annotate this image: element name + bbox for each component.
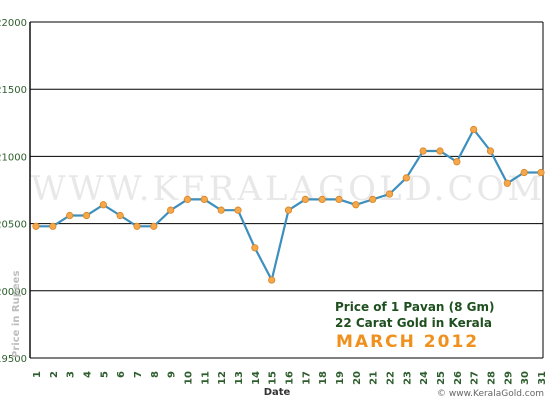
watermark: WWW.KERALAGOLD.COM [31, 169, 545, 209]
info-subtitle: 22 Carat Gold in Kerala [335, 316, 492, 330]
x-tick-5: 5 [99, 371, 110, 378]
x-tick-9: 9 [167, 371, 178, 378]
x-tick-7: 7 [133, 371, 144, 378]
x-tick-12: 12 [217, 371, 228, 385]
x-tick-1: 1 [32, 371, 43, 378]
x-tick-21: 21 [369, 371, 380, 385]
y-tick-21000: 21000 [0, 152, 27, 163]
x-tick-13: 13 [234, 371, 245, 385]
data-point-11 [200, 195, 208, 204]
x-tick-23: 23 [402, 371, 413, 385]
x-tick-11: 11 [200, 371, 211, 385]
x-tick-8: 8 [150, 371, 161, 378]
x-tick-6: 6 [116, 371, 127, 378]
data-point-12 [217, 206, 225, 214]
data-point-16 [284, 206, 293, 214]
data-point-2 [49, 222, 57, 230]
x-tick-28: 28 [487, 371, 498, 385]
data-point-26 [453, 158, 461, 166]
axis-layer [29, 22, 544, 358]
data-point-19 [335, 195, 343, 204]
x-tick-3: 3 [66, 371, 77, 378]
x-tick-18: 18 [318, 371, 329, 385]
data-point-14 [251, 244, 259, 252]
y-tick-labels: 19500 20000 20500 21000 21500 22000 [0, 18, 27, 365]
data-point-1 [32, 222, 40, 230]
site-credit: © www.KeralaGold.com [437, 389, 544, 399]
y-tick-21500: 21500 [0, 85, 27, 96]
x-tick-10: 10 [184, 371, 195, 385]
data-point-15 [268, 276, 276, 284]
data-point-22 [385, 190, 394, 198]
data-point-21 [369, 195, 377, 204]
x-tick-26: 26 [453, 371, 464, 385]
x-tick-19: 19 [335, 371, 346, 385]
data-point-13 [234, 206, 242, 214]
x-tick-30: 30 [520, 371, 531, 385]
info-title: Price of 1 Pavan (8 Gm) [335, 300, 495, 314]
y-tick-20500: 20500 [0, 220, 27, 231]
x-tick-14: 14 [251, 371, 262, 385]
y-axis-label: Price in Rupees [11, 271, 22, 358]
data-point-5 [99, 201, 107, 209]
data-point-18 [318, 195, 326, 204]
y-tick-22000: 22000 [0, 18, 27, 29]
x-tick-29: 29 [503, 371, 514, 385]
x-tick-22: 22 [386, 371, 397, 385]
grid-layer [30, 21, 543, 359]
x-axis-label: Date [264, 387, 291, 398]
data-point-30 [520, 168, 528, 177]
x-tick-31: 31 [537, 371, 548, 385]
series-markers [32, 125, 545, 284]
data-point-8 [150, 222, 158, 230]
data-point-3 [66, 211, 74, 220]
data-point-27 [470, 125, 478, 134]
x-tick-24: 24 [419, 371, 430, 385]
x-tick-2: 2 [49, 371, 60, 378]
y-tick-20000: 20000 [0, 287, 27, 298]
data-point-23 [402, 174, 410, 182]
data-point-9 [167, 206, 175, 214]
x-tick-4: 4 [83, 371, 94, 378]
x-tick-16: 16 [285, 371, 296, 385]
x-tick-20: 20 [352, 371, 363, 385]
x-tick-17: 17 [301, 371, 312, 385]
data-point-6 [116, 211, 124, 220]
data-point-7 [133, 222, 141, 230]
data-point-17 [301, 195, 309, 204]
data-point-31 [537, 168, 545, 177]
x-tick-27: 27 [470, 371, 481, 385]
data-point-24 [419, 147, 427, 155]
data-point-25 [436, 147, 444, 155]
x-tick-25: 25 [436, 371, 447, 385]
y-tick-19500: 19500 [0, 354, 27, 365]
data-point-10 [183, 195, 192, 204]
data-point-28 [486, 147, 495, 155]
data-point-4 [82, 211, 91, 220]
x-tick-15: 15 [268, 371, 279, 385]
info-period: MARCH 2012 [336, 332, 479, 352]
data-point-20 [352, 201, 360, 209]
x-tick-labels: 1 2 3 4 5 6 7 8 9 10 11 12 13 14 15 16 17 18 19 20 21 22 23 24 2… [32, 371, 548, 385]
data-point-29 [503, 179, 511, 187]
